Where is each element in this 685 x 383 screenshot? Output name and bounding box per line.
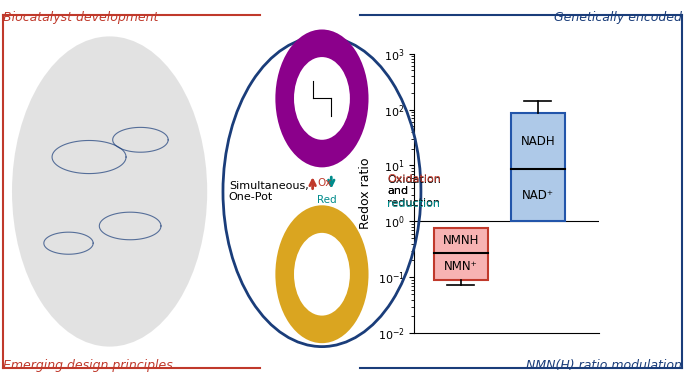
Text: Red: Red <box>317 195 337 205</box>
Circle shape <box>275 29 369 167</box>
Text: Oxidation: Oxidation <box>387 174 441 185</box>
Bar <box>434 228 488 280</box>
Circle shape <box>294 57 350 140</box>
Text: Ox: Ox <box>317 178 332 188</box>
Bar <box>511 113 564 221</box>
Text: Biocatalyst development: Biocatalyst development <box>3 11 159 25</box>
Text: and: and <box>387 187 408 196</box>
Circle shape <box>275 205 369 343</box>
Text: NMN(H) ratio modulation: NMN(H) ratio modulation <box>525 358 682 372</box>
Text: NADH: NADH <box>521 134 555 147</box>
Ellipse shape <box>12 36 207 347</box>
Text: Genetically encoded: Genetically encoded <box>553 11 682 25</box>
Y-axis label: Redox ratio: Redox ratio <box>359 158 372 229</box>
Circle shape <box>294 233 350 316</box>
Text: Oxidation
and
reduction: Oxidation and reduction <box>387 175 441 208</box>
Text: NAD⁺: NAD⁺ <box>522 189 553 202</box>
Text: Simultaneous,
One-Pot: Simultaneous, One-Pot <box>229 181 308 202</box>
Text: NMNH: NMNH <box>443 234 479 247</box>
Text: Emerging design principles: Emerging design principles <box>3 358 173 372</box>
Text: reduction: reduction <box>387 198 440 209</box>
Text: NMN⁺: NMN⁺ <box>444 260 477 273</box>
